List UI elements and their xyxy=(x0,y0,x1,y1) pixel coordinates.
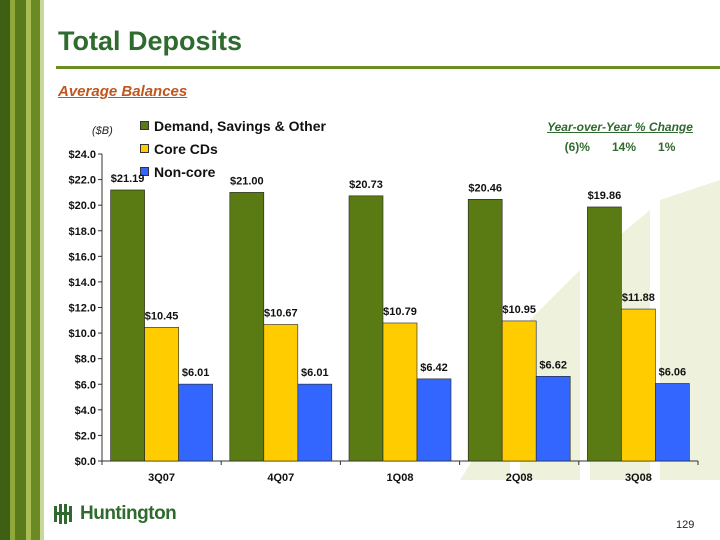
data-label-core-3Q08: $11.88 xyxy=(622,292,655,304)
bar-demand-3Q07 xyxy=(110,189,145,462)
y-tick-label: $12.0 xyxy=(68,303,96,315)
x-tick-label: 1Q08 xyxy=(387,472,414,484)
data-label-noncore-3Q08: $6.06 xyxy=(659,366,687,378)
y-tick-label: $6.0 xyxy=(75,379,96,391)
bar-core-1Q08 xyxy=(382,322,418,462)
yoy-values: (6)% 14% 1% xyxy=(540,140,700,154)
x-tick-label: 3Q08 xyxy=(625,472,652,484)
legend-label-demand: Demand, Savings & Other xyxy=(154,117,326,134)
decorative-stripes xyxy=(0,0,44,540)
legend-item-noncore: Non-core xyxy=(140,160,326,183)
yoy-value-demand: (6)% xyxy=(564,140,590,154)
y-tick-label: $2.0 xyxy=(75,430,96,442)
bar-noncore-2Q08 xyxy=(535,376,571,462)
bar-core-3Q07 xyxy=(144,327,179,462)
bar-noncore-3Q07 xyxy=(178,383,213,462)
legend-label-noncore: Non-core xyxy=(154,163,216,180)
chart-legend: Demand, Savings & Other Core CDs Non-cor… xyxy=(140,114,326,183)
huntington-logo: Huntington xyxy=(54,503,177,525)
data-label-core-2Q08: $10.95 xyxy=(502,304,536,316)
data-label-demand-3Q08: $19.86 xyxy=(588,190,622,202)
legend-item-demand: Demand, Savings & Other xyxy=(140,114,326,137)
yoy-value-noncore: 1% xyxy=(658,140,676,154)
bar-noncore-4Q07 xyxy=(297,383,333,462)
data-label-core-4Q07: $10.67 xyxy=(264,308,298,320)
legend-label-core: Core CDs xyxy=(154,140,218,157)
legend-swatch-core xyxy=(140,144,149,153)
bar-noncore-1Q08 xyxy=(416,378,452,462)
y-tick-label: $4.0 xyxy=(75,405,96,417)
yoy-value-core: 14% xyxy=(611,140,637,154)
page-number: 129 xyxy=(676,519,695,531)
page-subtitle: Average Balances xyxy=(58,83,188,100)
data-label-core-1Q08: $10.79 xyxy=(383,306,417,318)
x-tick-label: 4Q07 xyxy=(267,472,294,484)
bar-core-4Q07 xyxy=(263,324,299,462)
legend-swatch-noncore xyxy=(140,167,149,176)
title-divider xyxy=(56,66,720,69)
y-tick-label: $22.0 xyxy=(68,175,96,187)
bar-core-3Q08 xyxy=(621,308,656,462)
data-label-noncore-4Q07: $6.01 xyxy=(301,367,329,379)
y-tick-label: $10.0 xyxy=(68,328,96,340)
y-tick-label: $24.0 xyxy=(68,149,96,161)
logo-icon xyxy=(54,504,72,524)
y-tick-label: $14.0 xyxy=(68,277,96,289)
data-label-noncore-2Q08: $6.62 xyxy=(539,359,567,371)
bar-core-2Q08 xyxy=(501,320,537,462)
data-label-demand-2Q08: $20.46 xyxy=(468,182,502,194)
logo-text: Huntington xyxy=(80,503,177,524)
data-label-demand-1Q08: $20.73 xyxy=(349,179,383,191)
data-label-demand-3Q07: $21.19 xyxy=(111,173,145,185)
legend-item-core: Core CDs xyxy=(140,137,326,160)
bar-demand-4Q07 xyxy=(229,192,265,462)
data-label-core-3Q07: $10.45 xyxy=(145,310,179,322)
yoy-title: Year-over-Year % Change xyxy=(547,120,693,134)
data-label-demand-4Q07: $21.00 xyxy=(230,175,264,187)
y-tick-label: $0.0 xyxy=(75,456,96,468)
bar-demand-2Q08 xyxy=(467,198,503,462)
bar-demand-1Q08 xyxy=(348,195,384,462)
y-tick-label: $20.0 xyxy=(68,200,96,212)
y-tick-label: $16.0 xyxy=(68,251,96,263)
unit-label: ($B) xyxy=(92,125,113,137)
legend-swatch-demand xyxy=(140,121,149,130)
page-title: Total Deposits xyxy=(58,26,243,56)
x-tick-label: 2Q08 xyxy=(506,472,533,484)
y-tick-label: $8.0 xyxy=(75,354,96,366)
x-tick-label: 3Q07 xyxy=(148,472,175,484)
y-tick-label: $18.0 xyxy=(68,226,96,238)
yoy-change-panel: Year-over-Year % Change (6)% 14% 1% xyxy=(540,120,700,154)
data-label-noncore-1Q08: $6.42 xyxy=(420,362,448,374)
bar-noncore-3Q08 xyxy=(655,383,690,462)
bar-demand-3Q08 xyxy=(587,206,622,462)
data-label-noncore-3Q07: $6.01 xyxy=(182,367,210,379)
